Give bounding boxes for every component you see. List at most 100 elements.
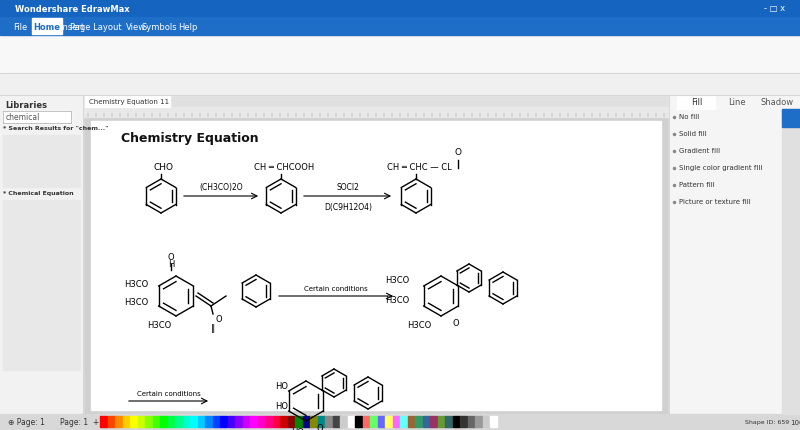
Text: D(C9H12O4): D(C9H12O4): [325, 203, 373, 212]
Text: * Search Results for "chem...": * Search Results for "chem...": [3, 126, 109, 131]
Text: CHO: CHO: [154, 163, 174, 172]
Bar: [220, 416, 227, 427]
Text: Home: Home: [34, 22, 61, 31]
Text: ‖: ‖: [211, 323, 215, 332]
Bar: [407, 416, 414, 427]
Bar: [677, 96, 715, 110]
Text: (CH3CO)2O: (CH3CO)2O: [199, 183, 243, 191]
Bar: [669, 96, 800, 414]
Bar: [227, 416, 234, 427]
Text: ⊕ Page: 1: ⊕ Page: 1: [8, 418, 45, 427]
Bar: [182, 416, 190, 427]
Bar: [490, 416, 497, 427]
Bar: [782, 110, 800, 414]
Bar: [91, 122, 661, 410]
Bar: [467, 416, 474, 427]
Bar: [370, 416, 377, 427]
Bar: [100, 416, 107, 427]
Bar: [205, 416, 212, 427]
Bar: [273, 416, 279, 427]
Text: Certain conditions: Certain conditions: [137, 390, 200, 396]
Text: Single color gradient fill: Single color gradient fill: [679, 165, 762, 171]
Bar: [265, 416, 272, 427]
Bar: [325, 416, 332, 427]
Bar: [295, 416, 302, 427]
Bar: [460, 416, 467, 427]
Bar: [0, 414, 800, 430]
Text: * Chemical Equation: * Chemical Equation: [3, 190, 74, 196]
Bar: [3, 136, 80, 187]
Text: H: H: [168, 259, 174, 268]
Text: H3CO: H3CO: [146, 320, 171, 329]
Text: Shadow: Shadow: [761, 98, 794, 107]
Text: 100%: 100%: [790, 419, 800, 425]
Bar: [430, 416, 437, 427]
Text: Help: Help: [178, 22, 198, 31]
Bar: [475, 416, 482, 427]
Bar: [138, 416, 145, 427]
Text: Insert: Insert: [60, 22, 84, 31]
Text: Libraries: Libraries: [5, 101, 47, 110]
Bar: [83, 108, 669, 118]
Text: File: File: [13, 22, 27, 31]
Bar: [280, 416, 287, 427]
Text: H3CO: H3CO: [124, 280, 148, 289]
Bar: [438, 416, 445, 427]
Bar: [130, 416, 137, 427]
Text: Symbols: Symbols: [141, 22, 177, 31]
Text: H3CO: H3CO: [385, 296, 409, 305]
Text: Line: Line: [728, 98, 746, 107]
Text: O: O: [168, 252, 174, 261]
Bar: [167, 416, 174, 427]
Bar: [85, 96, 170, 108]
Text: HO: HO: [275, 381, 288, 390]
Text: Fill: Fill: [691, 98, 702, 107]
Bar: [190, 416, 197, 427]
Bar: [0, 0, 800, 18]
Text: Pattern fill: Pattern fill: [679, 181, 714, 187]
Bar: [145, 416, 152, 427]
Text: H3CO: H3CO: [385, 276, 409, 285]
Bar: [83, 96, 669, 108]
Bar: [213, 416, 219, 427]
Bar: [258, 416, 265, 427]
Text: H3CO: H3CO: [124, 298, 148, 307]
Text: No fill: No fill: [679, 114, 699, 120]
Text: Certain conditions: Certain conditions: [304, 286, 368, 291]
Text: Chemistry Equation 11: Chemistry Equation 11: [89, 99, 169, 105]
Bar: [175, 416, 182, 427]
Bar: [385, 416, 392, 427]
Text: O: O: [317, 423, 323, 430]
Bar: [115, 416, 122, 427]
Text: View: View: [126, 22, 146, 31]
Text: SOCl2: SOCl2: [336, 183, 359, 191]
Bar: [333, 416, 339, 427]
Bar: [378, 416, 385, 427]
Bar: [83, 118, 669, 414]
Text: - □ x: - □ x: [764, 4, 785, 13]
Bar: [482, 416, 490, 427]
Bar: [782, 110, 800, 128]
Bar: [302, 416, 310, 427]
Text: Shape ID: 659: Shape ID: 659: [745, 420, 790, 424]
Bar: [153, 416, 159, 427]
Text: Picture or texture fill: Picture or texture fill: [679, 199, 750, 205]
Text: Gradient fill: Gradient fill: [679, 147, 720, 154]
Bar: [3, 112, 71, 124]
Text: Solid fill: Solid fill: [679, 131, 706, 137]
Text: Page Layout: Page Layout: [70, 22, 122, 31]
Bar: [0, 96, 83, 414]
Text: HO: HO: [275, 402, 288, 411]
Bar: [198, 416, 205, 427]
Text: chemical: chemical: [6, 113, 40, 122]
Bar: [3, 200, 80, 370]
Bar: [400, 416, 407, 427]
Bar: [235, 416, 242, 427]
Bar: [355, 416, 362, 427]
Bar: [453, 416, 459, 427]
Text: O: O: [453, 318, 459, 327]
Bar: [122, 416, 130, 427]
Bar: [347, 416, 354, 427]
Text: Chemistry Equation: Chemistry Equation: [121, 132, 258, 144]
Bar: [415, 416, 422, 427]
